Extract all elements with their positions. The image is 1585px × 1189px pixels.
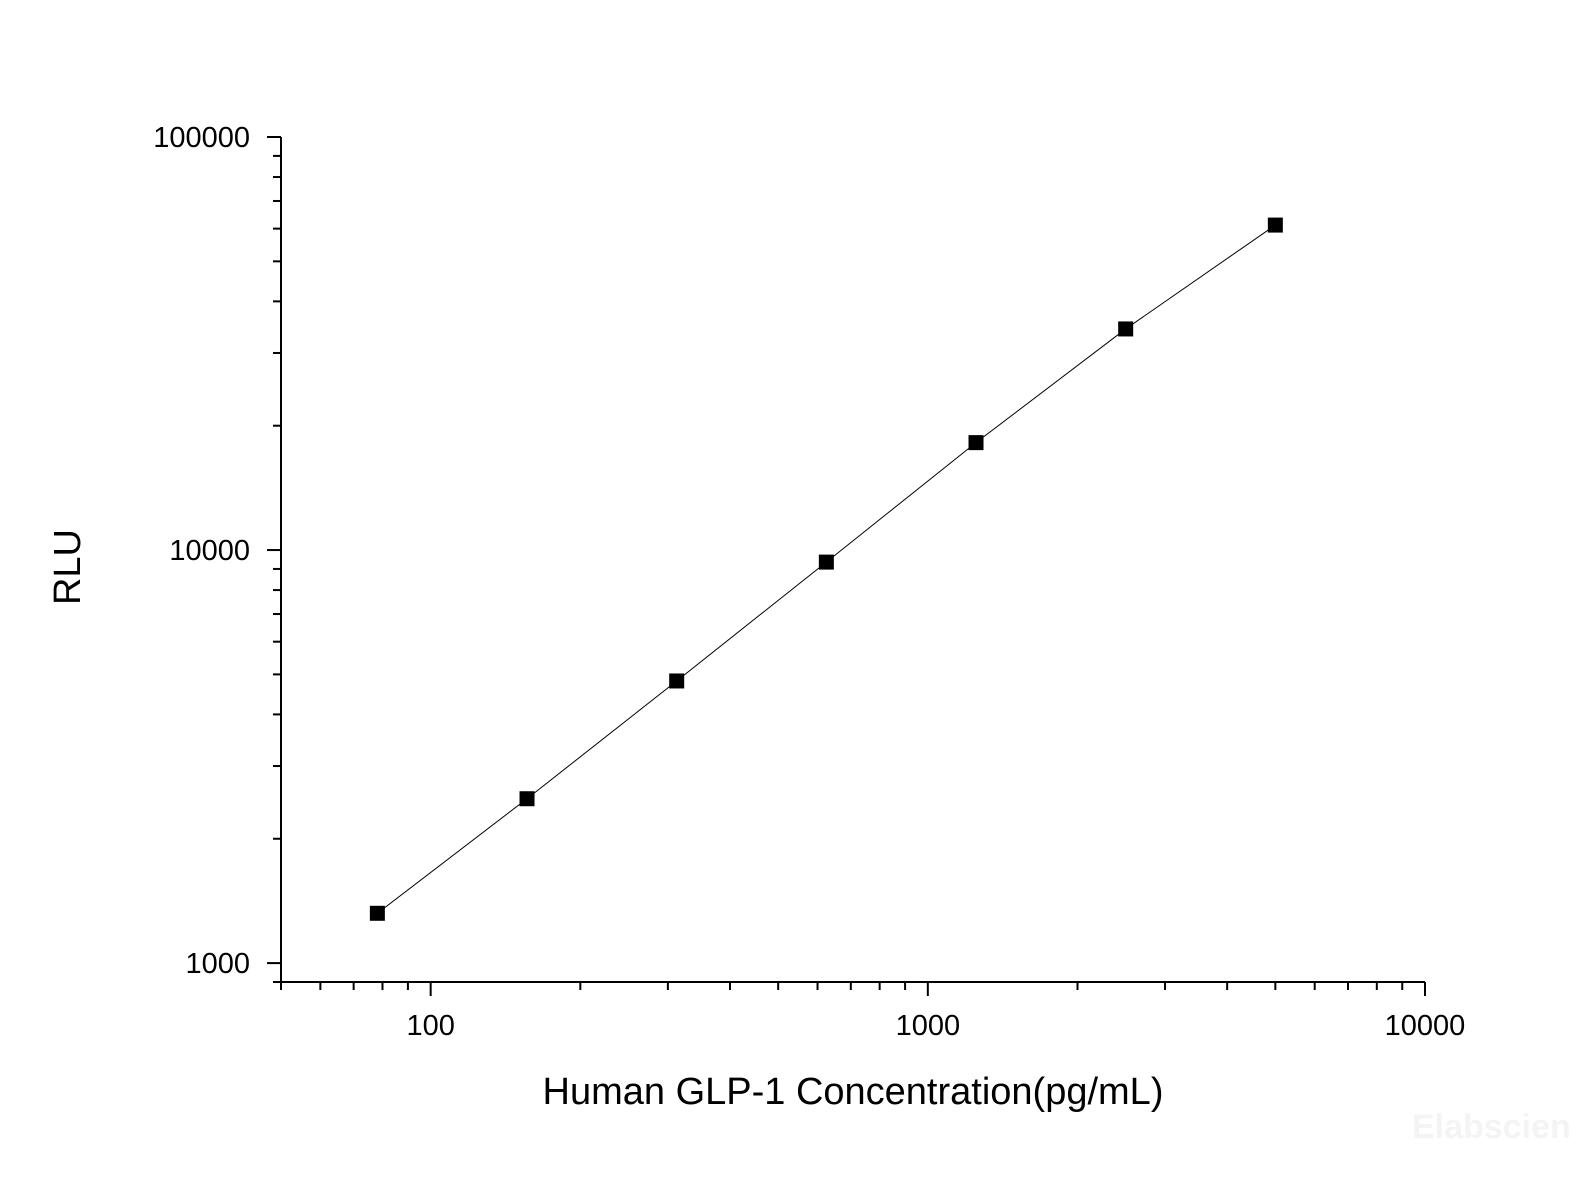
data-point bbox=[519, 791, 535, 807]
data-point bbox=[669, 673, 685, 689]
x-axis-title: Human GLP-1 Concentration(pg/mL) bbox=[543, 1071, 1164, 1113]
data-point bbox=[1267, 217, 1283, 233]
x-tick-label: 1000 bbox=[896, 1010, 961, 1042]
x-tick-label: 10000 bbox=[1385, 1010, 1466, 1042]
y-tick-label: 1000 bbox=[185, 948, 250, 980]
y-axis-title: RLU bbox=[47, 529, 89, 605]
data-point bbox=[818, 554, 834, 570]
series bbox=[369, 217, 1283, 921]
data-point bbox=[369, 905, 385, 921]
y-tick-label: 100000 bbox=[153, 122, 250, 154]
x-tick-label: 100 bbox=[406, 1010, 454, 1042]
data-point bbox=[968, 435, 984, 451]
axes: 100 1000 10000 1000 10000 100000 bbox=[153, 122, 1465, 1042]
data-point bbox=[1118, 321, 1134, 337]
watermark: Elabscien bbox=[1412, 1108, 1571, 1146]
y-tick-label: 10000 bbox=[169, 535, 250, 567]
